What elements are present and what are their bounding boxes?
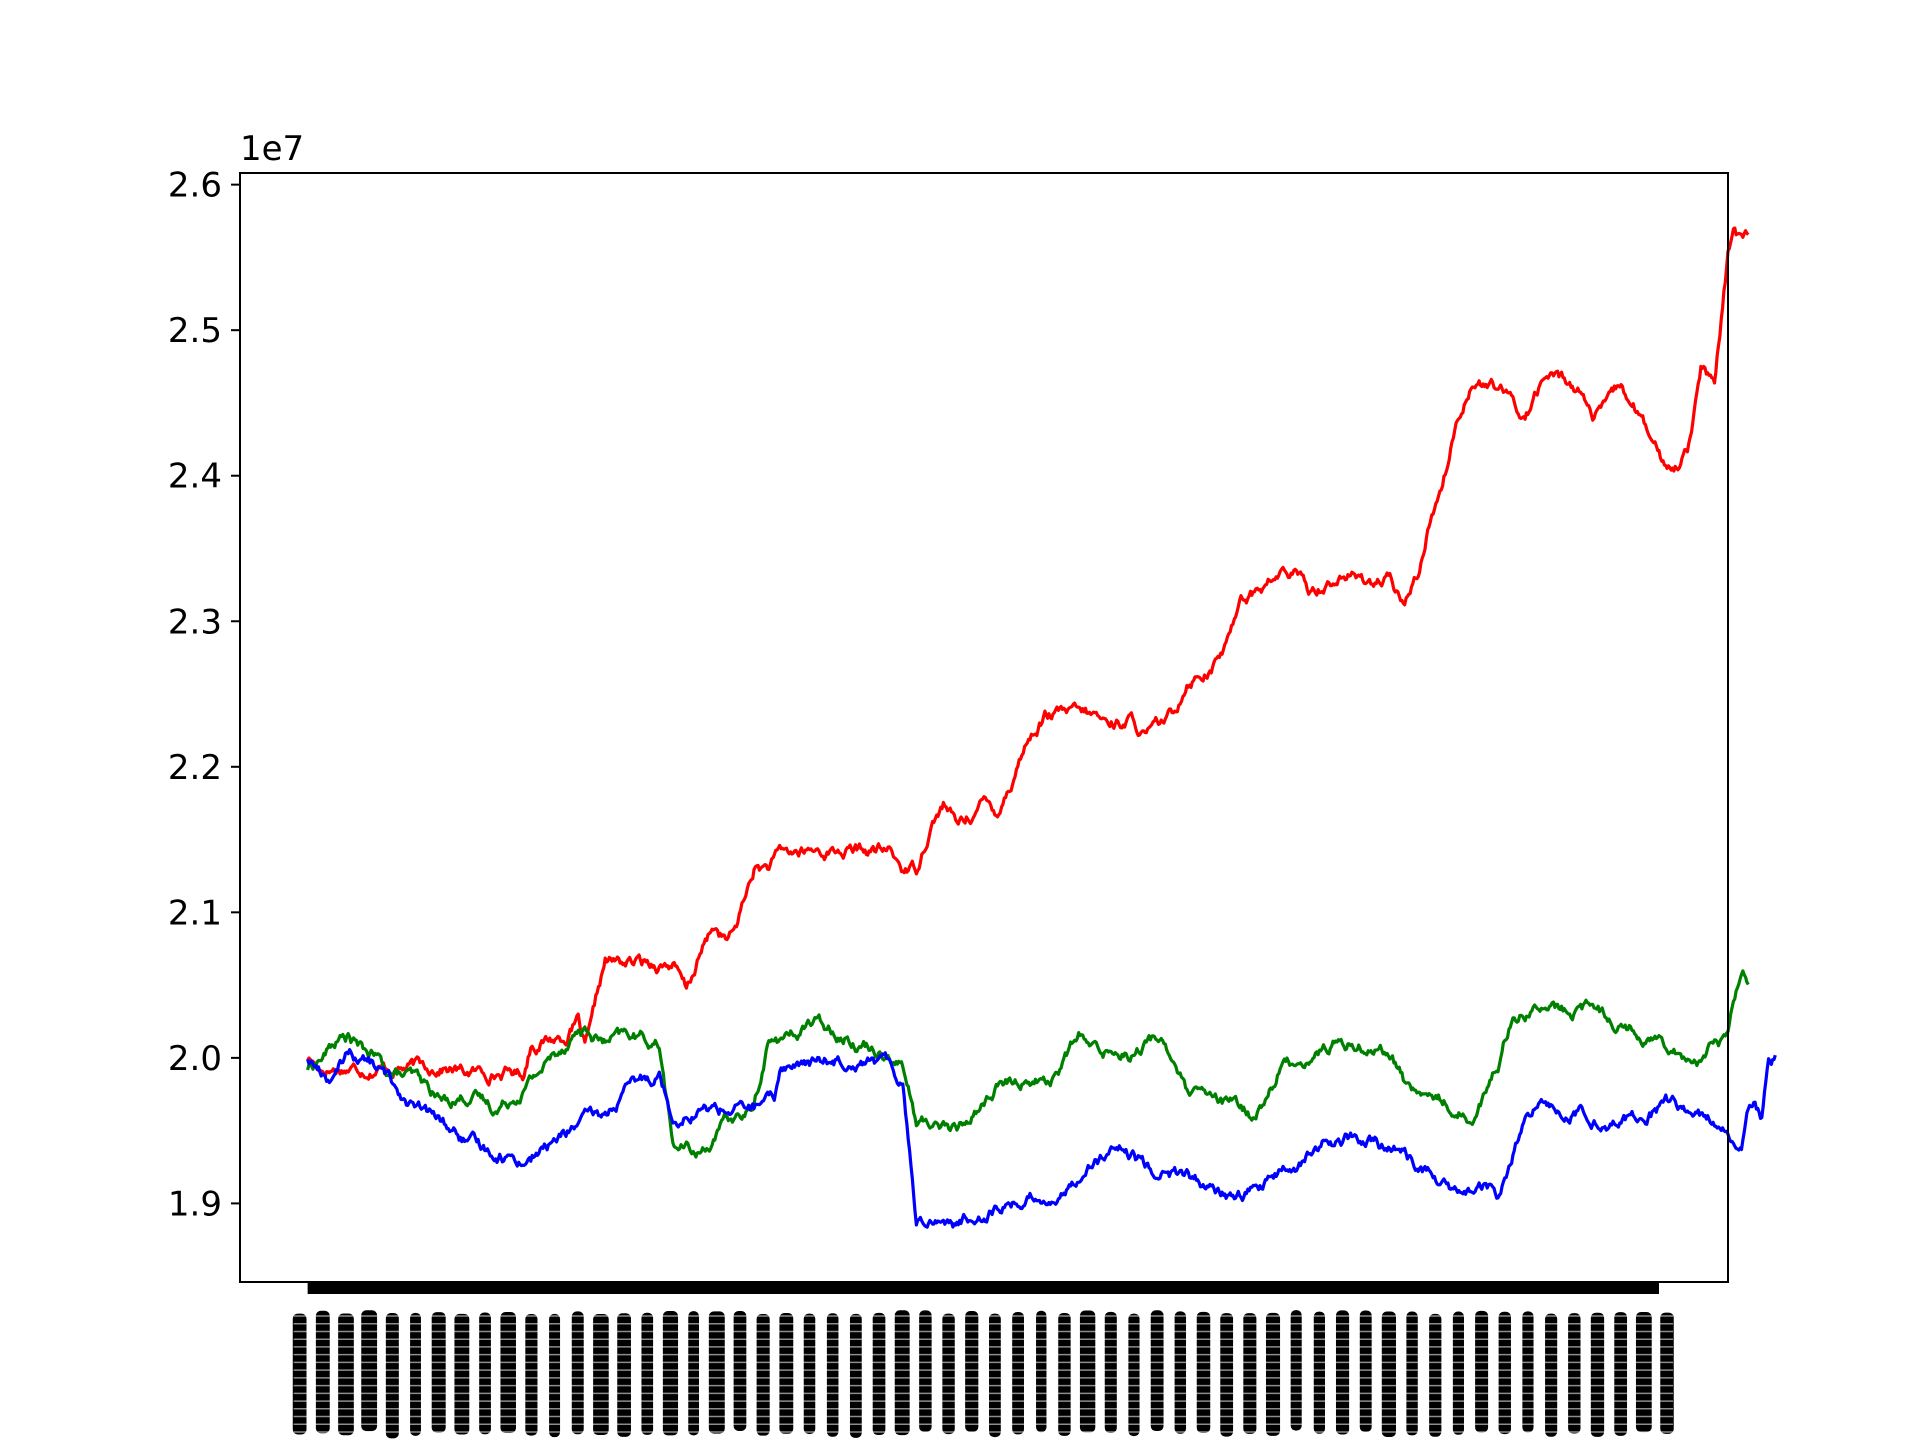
series-line-3 [306, 1047, 1777, 1229]
x-tick-label-cluster [1635, 1311, 1652, 1433]
y-axis-offset-label: 1e7 [240, 129, 304, 169]
x-tick-label-cluster [315, 1310, 330, 1434]
y-tick-label: 2.5 [168, 311, 222, 351]
x-tick-label-cluster [779, 1312, 794, 1434]
y-tick-label: 2.3 [168, 602, 222, 642]
x-tick-label-cluster [849, 1313, 862, 1438]
series-line-2 [306, 969, 1750, 1159]
x-tick-label-cluster [410, 1312, 421, 1436]
x-tick-label-cluster [733, 1310, 747, 1432]
x-tick-label-cluster [1429, 1313, 1442, 1437]
series-layer [306, 226, 1777, 1229]
x-tick-label-cluster [500, 1311, 516, 1434]
y-tick-label: 2.1 [168, 893, 222, 933]
x-tick-label-cluster [593, 1313, 609, 1436]
x-tick-label-cluster [1104, 1311, 1117, 1433]
x-tick-label-cluster [1660, 1312, 1674, 1434]
x-tick-label-cluster [1220, 1313, 1234, 1437]
x-tick-label-cluster [1036, 1310, 1047, 1433]
x-tick-marks-dense [307, 1282, 1660, 1294]
x-tick-label-cluster [338, 1313, 354, 1436]
x-tick-label-cluster [1265, 1312, 1281, 1436]
x-tick-label-cluster [1174, 1311, 1187, 1434]
x-tick-label-cluster [1243, 1313, 1257, 1434]
x-tick-label-cluster [641, 1312, 654, 1435]
x-tick-label-cluster [525, 1313, 538, 1436]
series-line-1 [306, 226, 1750, 1087]
x-tick-label-cluster [1568, 1313, 1581, 1434]
x-tick-label-cluster [662, 1311, 679, 1436]
x-tick-label-cluster [1475, 1310, 1489, 1433]
y-axis: 1.9 2.0 2.1 2.2 2.3 2.4 2.5 2.6 [168, 166, 240, 1224]
x-tick-label-cluster [549, 1313, 561, 1438]
x-tick-label-cluster [1128, 1313, 1140, 1437]
x-tick-label-cluster [431, 1312, 446, 1433]
x-tick-label-cluster [571, 1311, 584, 1435]
x-tick-label-cluster [1522, 1311, 1534, 1433]
x-tick-label-cluster [1406, 1311, 1418, 1436]
x-tick-label-cluster [1359, 1310, 1372, 1432]
x-tick-label-cluster [1012, 1311, 1024, 1435]
x-tick-label-cluster [617, 1313, 631, 1437]
x-tick-label-cluster [708, 1311, 725, 1434]
x-tick-label-cluster [385, 1313, 399, 1439]
x-tick-label-cluster [942, 1313, 955, 1435]
x-tick-label-cluster [1498, 1311, 1511, 1435]
x-tick-label-cluster [1058, 1312, 1071, 1436]
y-tick-label: 2.2 [168, 748, 222, 788]
x-tick-label-cluster [1196, 1311, 1211, 1433]
y-tick-label: 2.6 [168, 166, 222, 206]
x-tick-label-cluster [1614, 1312, 1628, 1436]
x-tick-label-cluster [1545, 1313, 1558, 1437]
x-tick-label-cluster [989, 1313, 1001, 1438]
x-tick-label-cluster [965, 1311, 979, 1432]
x-tick-label-cluster [894, 1310, 910, 1436]
x-tick-label-cluster [479, 1312, 491, 1435]
x-tick-label-cluster [688, 1311, 700, 1436]
x-tick-label-cluster [803, 1313, 816, 1435]
x-tick-label-cluster [292, 1313, 307, 1435]
x-tick-label-cluster [1452, 1311, 1464, 1435]
x-tick-label-cluster [454, 1313, 470, 1435]
x-tick-label-cluster [1079, 1310, 1096, 1433]
y-tick-label: 2.0 [168, 1039, 222, 1079]
x-tick-label-cluster [1381, 1311, 1397, 1437]
x-tick-label-cluster [919, 1310, 932, 1432]
y-tick-label: 2.4 [168, 457, 222, 497]
x-tick-label-cluster [1313, 1311, 1325, 1434]
x-tick-label-cluster [1590, 1312, 1605, 1437]
x-tick-label-cluster [826, 1313, 839, 1437]
x-tick-label-cluster [872, 1312, 886, 1436]
x-axis [292, 1282, 1674, 1439]
x-tick-label-cluster [1335, 1310, 1350, 1435]
y-tick-label: 1.9 [168, 1184, 222, 1224]
x-tick-label-cluster [756, 1313, 770, 1436]
